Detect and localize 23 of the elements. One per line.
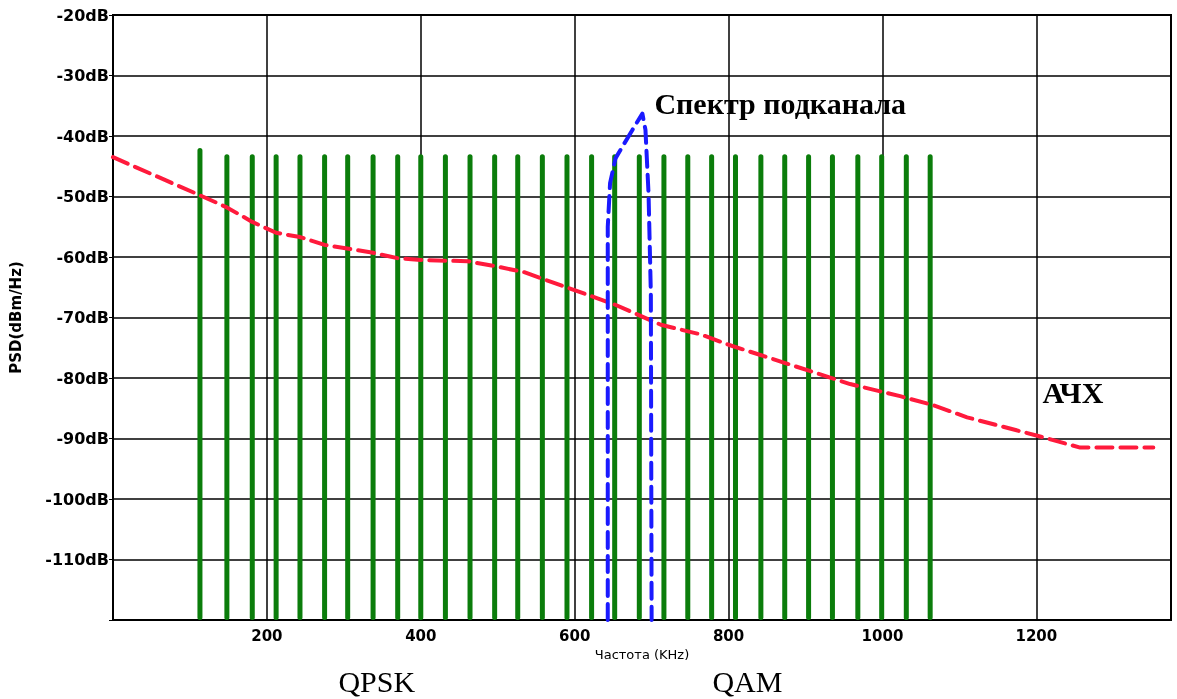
x-axis-title: Частота (KHz) [594, 646, 690, 662]
line-series [605, 111, 654, 622]
y-tick-label: -90dB [56, 429, 109, 448]
line-series [111, 155, 1156, 450]
y-tick-label: -100dB [45, 489, 109, 509]
y-axis-title: PSD(dBm/Hz) [6, 261, 25, 374]
y-tick-label: -30dB [56, 66, 109, 85]
y-tick-label: -110dB [45, 550, 109, 569]
x-tick-label: 400 [405, 626, 437, 645]
y-tick-label: -40dB [56, 126, 109, 146]
x-tick-label: 1000 [861, 626, 904, 645]
series-label: АЧХ [1042, 376, 1104, 410]
x-tick-label: 1200 [1015, 626, 1058, 645]
y-tick-label: -20dB [56, 5, 109, 25]
y-tick-label: -70dB [56, 308, 109, 327]
x-tick-label: 200 [251, 626, 283, 645]
text: QAM [712, 664, 783, 698]
x-tick-label: 800 [712, 626, 745, 645]
y-tick-label: -60dB [56, 247, 109, 267]
y-tick-label: -80dB [56, 368, 109, 388]
y-tick-label: -50dB [56, 187, 109, 206]
text: QPSK [338, 664, 416, 698]
x-tick-label: 600 [559, 626, 591, 645]
